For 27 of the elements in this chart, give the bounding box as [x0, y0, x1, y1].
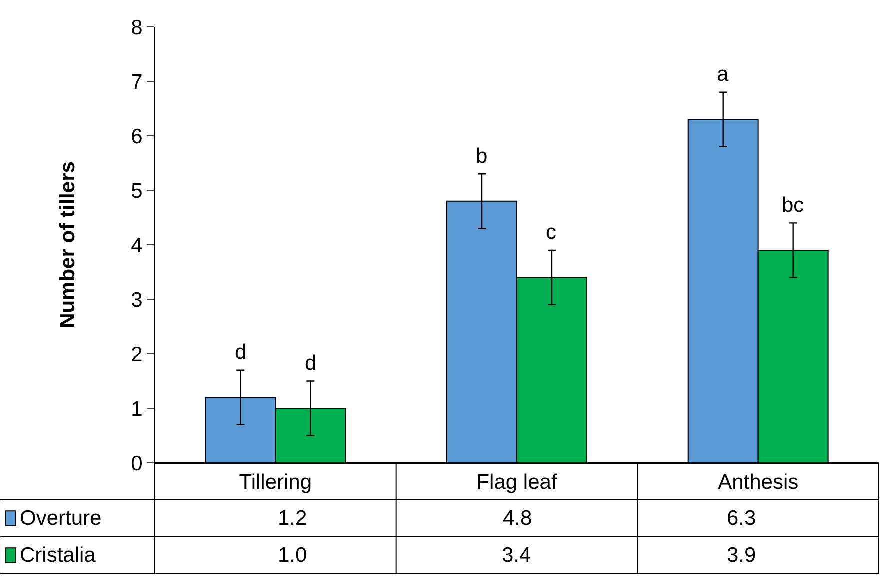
data-label: 3.4 [502, 544, 532, 567]
y-tick-label: 7 [131, 70, 143, 94]
data-label: 1.0 [278, 544, 308, 567]
x-tick-label: Tillering [239, 471, 312, 494]
legend-label: Cristalia [20, 544, 96, 567]
y-tick-label: 1 [131, 398, 143, 421]
annotation: d [235, 341, 247, 364]
y-tick-label: 6 [131, 125, 143, 148]
y-tick-label: 2 [131, 343, 143, 366]
y-tick-label: 8 [131, 16, 143, 40]
annotation: c [546, 221, 556, 244]
data-label: 4.8 [503, 507, 532, 530]
y-tick-label: 4 [131, 234, 144, 258]
annotation: d [305, 352, 317, 375]
x-tick-label: Flag leaf [476, 471, 558, 494]
y-tick-label: 5 [131, 180, 143, 203]
y-tick-label: 0 [131, 452, 143, 476]
annotation: a [717, 63, 729, 86]
x-tick-label: Anthesis [718, 471, 799, 494]
data-label: 3.9 [727, 544, 756, 567]
annotation: b [476, 145, 488, 168]
y-axis-title: Number of tillers [56, 162, 80, 328]
data-label: 1.2 [278, 507, 308, 530]
y-tick-label: 3 [131, 288, 143, 312]
legend-label: Overture [20, 507, 102, 530]
annotation: bc [782, 194, 804, 217]
data-label: 6.3 [727, 507, 756, 530]
